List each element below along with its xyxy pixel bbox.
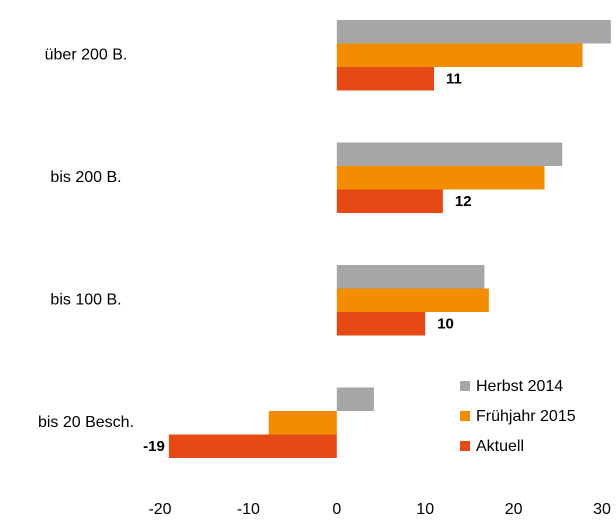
category-label: über 200 B. xyxy=(45,46,128,63)
bar xyxy=(268,411,337,435)
legend-swatch xyxy=(460,381,470,391)
value-label: 12 xyxy=(455,193,472,210)
legend-label: Frühjahr 2015 xyxy=(476,408,576,425)
category-label: bis 20 Besch. xyxy=(38,414,134,431)
x-tick-label: -20 xyxy=(148,501,171,518)
bar xyxy=(336,387,374,411)
x-tick-label: 20 xyxy=(505,501,523,518)
x-tick-label: 30 xyxy=(593,501,611,518)
value-label: 11 xyxy=(446,71,462,88)
bar xyxy=(336,265,485,289)
bar xyxy=(336,166,545,190)
x-tick-label: -10 xyxy=(237,501,260,518)
legend-swatch xyxy=(460,411,470,421)
bar xyxy=(336,43,583,67)
bar xyxy=(336,312,426,336)
bar xyxy=(336,67,435,91)
legend-label: Aktuell xyxy=(476,438,524,455)
bar xyxy=(168,434,337,458)
bar xyxy=(336,142,563,166)
value-label: 10 xyxy=(437,316,454,333)
x-tick-label: 10 xyxy=(416,501,434,518)
legend-label: Herbst 2014 xyxy=(476,378,563,395)
bar xyxy=(336,189,443,213)
bar xyxy=(336,288,489,312)
legend-swatch xyxy=(460,441,470,451)
bar xyxy=(336,20,611,44)
value-label: -19 xyxy=(143,438,165,455)
category-label: bis 200 B. xyxy=(50,169,121,186)
x-tick-label: 0 xyxy=(332,501,341,518)
category-label: bis 100 B. xyxy=(50,291,121,308)
